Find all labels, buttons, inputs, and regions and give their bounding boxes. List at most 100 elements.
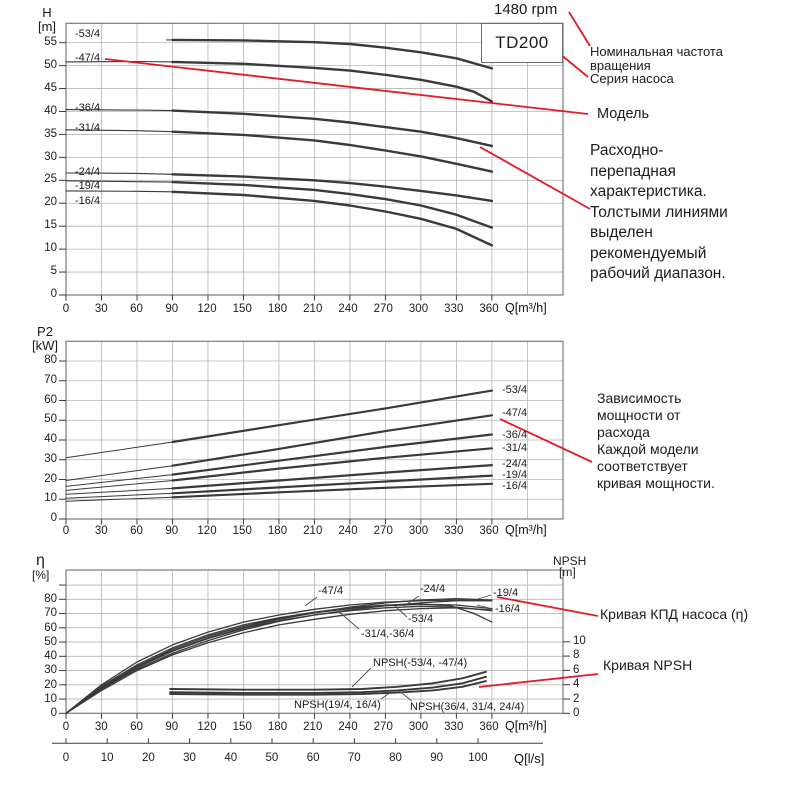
curve--19/4-thick <box>171 474 493 495</box>
eta-chart-x-axis-title: Q[m³/h] <box>505 719 547 733</box>
note-line: соответствует <box>597 458 688 474</box>
tick-label: 90 <box>165 525 179 537</box>
tick-label: 150 <box>232 303 252 315</box>
tick-label: 80 <box>44 593 57 605</box>
tick-label: 300 <box>408 303 429 315</box>
curve-NPSH(19/4, 16/4) <box>169 680 487 696</box>
tick-label: 25 <box>44 173 57 186</box>
tick-label: 240 <box>338 721 358 733</box>
p2-chart-x-axis-title: Q[m³/h] <box>505 523 547 537</box>
tick-label: 5 <box>50 265 57 278</box>
power-label-19-4: -19/4 <box>502 469 528 481</box>
curve--31/4-thick <box>171 447 493 482</box>
note-line: выделен <box>590 224 653 241</box>
curve--16/4-thick <box>171 482 493 499</box>
leader-eff-47 <box>304 596 318 607</box>
tick-label: 270 <box>373 303 393 315</box>
eta-axis-unit: [%] <box>32 568 50 582</box>
leader-eff-19 <box>477 594 492 600</box>
curve--24/4-thin <box>65 172 174 175</box>
curve--31/4-thin <box>65 480 173 491</box>
note-line: рабочий диапазон. <box>590 265 726 282</box>
tick-label: 10 <box>44 692 57 705</box>
h-chart-x-tick-labels: 0 30 60 90 120 150 180 210 240 270 300 330 360 <box>49 303 506 315</box>
callout-lines <box>104 11 599 702</box>
power-label-36-4: -36/4 <box>502 429 528 441</box>
tick-label: 20 <box>44 678 57 691</box>
tick-label: 120 <box>197 525 217 537</box>
power-label-53-4: -53/4 <box>502 384 528 396</box>
tick-label: 70 <box>44 607 57 620</box>
eta-chart-x-tick-labels: 0 30 60 90 120 150 180 210 240 270 300 330 360 <box>49 721 506 733</box>
leader-npsh-53-47 <box>351 667 372 688</box>
tick-label: 0 <box>62 303 70 315</box>
curve--47/4 <box>65 599 493 714</box>
curve--36/4-thin <box>65 474 173 487</box>
curve--16/4-thick <box>171 190 494 247</box>
curve--31/4-thick <box>171 130 494 173</box>
tick-label: 0 <box>50 287 57 300</box>
tick-label: 100 <box>468 752 488 764</box>
curve--53/4-thick <box>171 38 494 70</box>
tick-label: 360 <box>479 303 499 315</box>
tick-label: 30 <box>44 452 57 465</box>
eff-label-47-4: -47/4 <box>318 585 344 597</box>
curve-label-16-4: -16/4 <box>75 195 101 207</box>
tick-label: 8 <box>573 649 580 662</box>
tick-label: 2 <box>573 692 580 705</box>
lps-axis-title: Q[l/s] <box>514 751 545 766</box>
power-label-16-4: -16/4 <box>502 480 528 492</box>
tick-label: 210 <box>303 525 323 537</box>
eff-label-31-36: -31/4,-36/4 <box>361 628 415 640</box>
p2-axis-name: P2 <box>37 324 53 339</box>
tick-label: 40 <box>44 650 57 662</box>
tick-label: 150 <box>232 721 252 733</box>
tick-label: 330 <box>444 721 464 733</box>
callout-line-hq <box>479 146 591 210</box>
tick-label: 360 <box>479 721 499 733</box>
note-line: Номинальная частота <box>590 44 723 59</box>
npsh-axis-unit: [m] <box>559 565 576 579</box>
leader-eff-16 <box>476 604 494 610</box>
tick-label: 60 <box>130 525 143 537</box>
leader-eff-53 <box>394 605 408 618</box>
tick-label: 15 <box>44 219 57 232</box>
curve--31/4 <box>65 605 493 714</box>
eff-label-16-4: -16/4 <box>495 603 521 615</box>
leader-npsh-19-16 <box>380 691 392 700</box>
note-line: вращения <box>590 57 651 73</box>
tick-label: 6 <box>573 663 580 676</box>
tick-label: 60 <box>130 721 143 733</box>
rpm-note: Номинальная частота вращения <box>590 45 723 72</box>
tick-label: 45 <box>44 81 57 94</box>
tick-label: 0 <box>50 512 57 524</box>
curve-NPSH(-53/4, -47/4) <box>169 670 487 691</box>
tick-label: 300 <box>408 721 429 733</box>
tick-label: 90 <box>430 752 444 764</box>
tick-label: 40 <box>44 433 57 445</box>
curve-label-31-4: -31/4 <box>75 122 101 134</box>
tick-label: 70 <box>44 373 57 386</box>
callout-line-efficiency <box>496 596 599 617</box>
curve-label-53-4: -53/4 <box>75 28 101 40</box>
rpm-label: 1480 rpm <box>494 1 558 18</box>
curve--53/4-thin <box>65 441 173 459</box>
tick-label: 330 <box>444 525 464 537</box>
power-note: Зависимость мощности от расхода Каждой моде… <box>597 390 715 492</box>
tick-label: 0 <box>62 752 70 764</box>
tick-label: 240 <box>338 525 358 537</box>
note-line: Зависимость <box>597 390 682 406</box>
tick-label: 30 <box>44 664 57 677</box>
tick-label: 55 <box>44 36 57 48</box>
tick-label: 50 <box>265 752 279 764</box>
eta-axis-name: η <box>36 552 45 569</box>
callout-line-power <box>499 418 593 463</box>
curve--19/4-thin <box>65 492 173 499</box>
h-axis-name: H <box>42 5 52 20</box>
tick-label: 20 <box>141 752 155 764</box>
callout-line-npsh <box>478 673 599 688</box>
tick-label: 0 <box>50 707 57 719</box>
curve-label-36-4: -36/4 <box>75 102 101 114</box>
note-line: расхода <box>597 424 650 440</box>
